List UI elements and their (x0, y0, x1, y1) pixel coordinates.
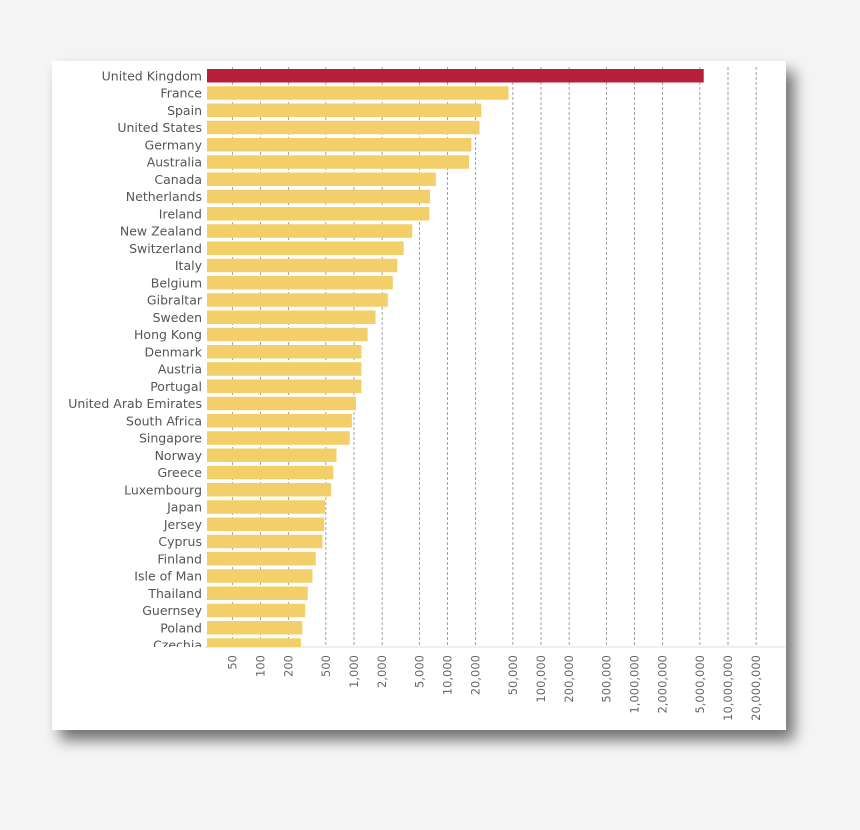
category-label-isle-of-man: Isle of Man (134, 569, 202, 584)
bar-gibraltar[interactable] (207, 293, 388, 307)
category-label-luxembourg: Luxembourg (124, 482, 202, 497)
x-tick-label-50: 50 (225, 655, 239, 670)
x-tick-label-10-000: 10,000 (441, 655, 455, 695)
bar-germany[interactable] (207, 138, 472, 152)
bar-luxembourg[interactable] (207, 483, 332, 497)
x-tick-label-20-000: 20,000 (469, 655, 483, 695)
bar-united-arab-emirates[interactable] (207, 396, 356, 411)
category-label-thailand: Thailand (147, 586, 202, 601)
category-label-czechia: Czechia (153, 638, 202, 653)
category-label-netherlands: Netherlands (126, 189, 202, 204)
bar-cyprus[interactable] (207, 534, 323, 549)
x-tick-label-5-000-000: 5,000,000 (693, 655, 707, 714)
category-label-finland: Finland (157, 551, 202, 566)
x-tick-label-1-000: 1,000 (347, 655, 361, 688)
x-tick-label-100-000: 100,000 (534, 655, 548, 703)
category-label-italy: Italy (175, 258, 203, 273)
bar-singapore[interactable] (207, 431, 350, 445)
category-label-germany: Germany (145, 137, 203, 152)
x-tick-label-200-000: 200,000 (562, 655, 576, 703)
bar-sweden[interactable] (207, 310, 376, 325)
bar-poland[interactable] (207, 621, 303, 635)
bar-hong-kong[interactable] (207, 327, 368, 342)
x-tick-label-50-000: 50,000 (506, 655, 520, 695)
category-label-united-arab-emirates: United Arab Emirates (68, 396, 202, 411)
bar-austria[interactable] (207, 362, 362, 376)
x-tick-label-100: 100 (254, 655, 268, 677)
bar-thailand[interactable] (207, 586, 308, 601)
bar-united-states[interactable] (207, 120, 480, 135)
category-label-united-states: United States (117, 120, 202, 135)
category-label-spain: Spain (167, 103, 202, 118)
category-label-france: France (160, 86, 202, 101)
category-labels: United Kingdom France Spain United States Ge… (68, 68, 203, 653)
bar-norway[interactable] (207, 448, 337, 463)
category-label-switzerland: Switzerland (129, 241, 202, 256)
category-label-norway: Norway (155, 448, 203, 463)
x-tick-label-200: 200 (282, 655, 296, 677)
bar-switzerland[interactable] (207, 241, 404, 256)
x-tick-label-10-000-000: 10,000,000 (721, 655, 735, 721)
category-label-denmark: Denmark (145, 344, 203, 359)
bar-canada[interactable] (207, 172, 436, 187)
bar-czechia[interactable] (207, 638, 301, 652)
category-label-guernsey: Guernsey (142, 603, 202, 618)
category-label-ireland: Ireland (159, 206, 202, 221)
bar-japan[interactable] (207, 500, 326, 514)
bar-united-kingdom[interactable] (207, 69, 704, 83)
bar-france[interactable] (207, 86, 509, 100)
bar-denmark[interactable] (207, 345, 362, 359)
bar-new-zealand[interactable] (207, 224, 413, 238)
category-label-singapore: Singapore (139, 431, 202, 446)
bar-guernsey[interactable] (207, 603, 306, 618)
category-label-cyprus: Cyprus (158, 534, 202, 549)
category-label-south-africa: South Africa (126, 413, 202, 428)
x-tick-label-1-000-000: 1,000,000 (628, 655, 642, 714)
bar-australia[interactable] (207, 155, 470, 169)
bar-isle-of-man[interactable] (207, 569, 313, 583)
bar-spain[interactable] (207, 103, 482, 118)
category-label-belgium: Belgium (151, 275, 202, 290)
bar-ireland[interactable] (207, 207, 430, 221)
bar-south-africa[interactable] (207, 414, 352, 428)
x-tick-label-5-000: 5,000 (412, 655, 426, 688)
x-tick-label-500-000: 500,000 (599, 655, 613, 703)
category-label-japan: Japan (166, 500, 202, 515)
x-tick-label-20-000-000: 20,000,000 (749, 655, 763, 721)
category-label-austria: Austria (158, 362, 202, 377)
bar-italy[interactable] (207, 258, 398, 273)
bar-belgium[interactable] (207, 276, 393, 290)
bar-jersey[interactable] (207, 517, 325, 532)
category-label-poland: Poland (160, 620, 202, 635)
category-label-greece: Greece (158, 465, 203, 480)
bar-greece[interactable] (207, 465, 334, 480)
x-tick-label-500: 500 (319, 655, 333, 677)
category-label-portugal: Portugal (150, 379, 202, 394)
category-label-sweden: Sweden (153, 310, 202, 325)
horizontal-bar-chart: United Kingdom France Spain United States Ge… (68, 67, 785, 721)
bar-netherlands[interactable] (207, 189, 431, 204)
bar-portugal[interactable] (207, 379, 362, 394)
category-label-canada: Canada (154, 172, 202, 187)
category-label-new-zealand: New Zealand (120, 224, 202, 239)
x-tick-label-2-000: 2,000 (375, 655, 389, 688)
category-label-gibraltar: Gibraltar (147, 293, 203, 308)
category-label-hong-kong: Hong Kong (134, 327, 202, 342)
bar-finland[interactable] (207, 552, 316, 566)
category-label-jersey: Jersey (163, 517, 203, 532)
chart-card: United Kingdom France Spain United States Ge… (52, 61, 786, 730)
category-label-australia: Australia (147, 155, 202, 170)
x-tick-label-2-000-000: 2,000,000 (656, 655, 670, 714)
x-axis-ticks: 50 100 200 500 1,000 2,000 5,000 10,000 20,000 50… (225, 655, 763, 721)
category-label-united-kingdom: United Kingdom (102, 68, 202, 83)
bars (207, 69, 704, 652)
